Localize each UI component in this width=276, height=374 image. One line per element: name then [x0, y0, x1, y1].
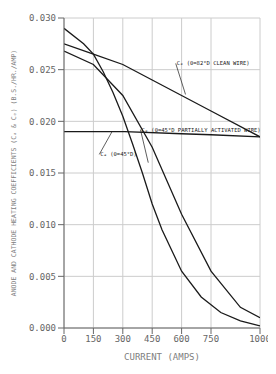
svg-text:0.000: 0.000 [29, 323, 56, 333]
svg-text:0.015: 0.015 [29, 168, 56, 178]
svg-text:1000: 1000 [249, 334, 268, 344]
svg-text:Cₑ (0=45°D PARTIALLY ACTIVATED: Cₑ (0=45°D PARTIALLY ACTIVATED WIRE) [141, 127, 260, 133]
svg-text:0.005: 0.005 [29, 272, 56, 282]
svg-text:CURRENT (AMPS): CURRENT (AMPS) [124, 352, 200, 362]
svg-text:Cₑ (0=82°D CLEAN WIRE): Cₑ (0=82°D CLEAN WIRE) [177, 60, 250, 66]
svg-text:0: 0 [61, 334, 66, 344]
svg-text:0.030: 0.030 [29, 13, 56, 23]
svg-text:0.025: 0.025 [29, 65, 56, 75]
svg-text:0.010: 0.010 [29, 220, 56, 230]
svg-text:300: 300 [115, 334, 131, 344]
svg-text:600: 600 [173, 334, 189, 344]
svg-text:450: 450 [144, 334, 160, 344]
svg-text:150: 150 [85, 334, 101, 344]
svg-text:0.020: 0.020 [29, 117, 56, 127]
svg-text:ANODE AND CATHODE HEATING COEF: ANODE AND CATHODE HEATING COEFFICIENTS (… [10, 50, 18, 297]
svg-text:750: 750 [203, 334, 219, 344]
svg-text:Cₐ (0=45°D): Cₐ (0=45°D) [100, 151, 136, 157]
